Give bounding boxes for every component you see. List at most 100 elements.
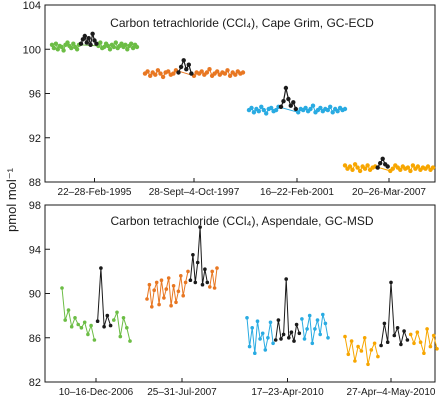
data-point [405,165,411,170]
data-point [69,45,74,51]
event-point [286,96,291,102]
event-point [88,42,93,47]
data-point [323,321,328,326]
series-group [343,280,439,367]
data-point [430,165,436,170]
x-tick-label: 25–31-Jul-2007 [147,387,217,398]
data-point [352,162,358,167]
event-point [284,277,289,281]
event-point [105,313,110,318]
y-tick-label: 82 [29,377,41,389]
data-point [222,71,228,76]
data-point [82,320,87,325]
x-tick-label: 27-Apr–4-May-2010 [347,387,436,398]
data-point [76,322,80,327]
data-point [79,326,84,330]
data-point [112,318,116,322]
event-point [385,340,390,345]
event-point [278,104,284,110]
event-point [184,67,189,72]
event-line [97,268,112,327]
data-point [296,110,301,115]
x-tick-label: 10–16-Dec-2006 [59,387,134,398]
event-point [379,343,383,348]
event-point [276,318,281,322]
event-point [293,106,298,112]
data-point [418,340,423,345]
data-point [215,69,220,74]
data-point [186,269,190,274]
y-tick-label: 104 [23,0,41,12]
data-point [150,305,154,309]
event-point [291,100,296,105]
data-point [315,318,320,322]
event-point [292,339,296,343]
data-point [310,103,316,108]
data-point [92,338,97,342]
data-point [154,280,159,285]
series-line [61,287,95,341]
data-point [71,41,76,46]
data-point [398,167,403,172]
data-point [158,71,163,76]
data-point [343,334,347,339]
data-point [251,110,257,115]
panel-title: Carbon tetrachloride (CCl₄), Aspendale, … [111,214,374,228]
data-point [240,70,246,75]
data-point [49,42,55,47]
data-point [273,107,279,113]
event-point [205,280,210,285]
data-point [125,47,130,52]
event-point [378,161,383,166]
panel-aspendale: Carbon tetrachloride (CCl₄), Aspendale, … [29,200,439,398]
data-point [346,352,351,357]
data-point [431,333,436,338]
data-point [261,107,266,113]
data-point [118,334,123,339]
event-point [82,33,88,39]
event-point [294,322,299,327]
data-point [166,276,171,280]
data-point [303,105,308,111]
data-point [366,362,370,367]
data-point [321,312,325,317]
data-point [129,41,134,46]
x-tick-label: 16–22-Feb-2001 [260,187,334,198]
y-tick-label: 88 [29,177,41,189]
data-point [410,163,416,168]
event-point [90,31,95,36]
data-point [59,44,64,50]
data-point [128,339,132,343]
data-point [428,344,433,349]
data-point [208,285,212,289]
data-point [408,168,413,174]
event-point [395,326,400,330]
event-point [186,62,191,67]
event-point [198,225,202,229]
data-point [111,44,117,50]
data-point [425,164,431,169]
data-point [318,105,323,111]
event-point [289,330,294,335]
data-point [362,166,368,171]
data-point [233,72,238,77]
data-point [204,70,210,75]
event-point [95,319,100,324]
data-point [65,40,70,45]
data-point [308,106,313,112]
data-point [342,106,348,112]
event-point [279,337,283,341]
data-point [86,332,90,337]
data-point [157,302,161,307]
data-point [264,111,269,116]
panel-frame [44,4,436,183]
data-point [125,326,129,330]
event-point [99,266,103,270]
data-point [313,327,317,331]
y-tick-label: 90 [29,289,41,301]
event-point [191,253,195,257]
data-point [89,323,93,328]
event-point [84,40,90,45]
event-point [108,323,113,328]
data-point [181,293,185,298]
